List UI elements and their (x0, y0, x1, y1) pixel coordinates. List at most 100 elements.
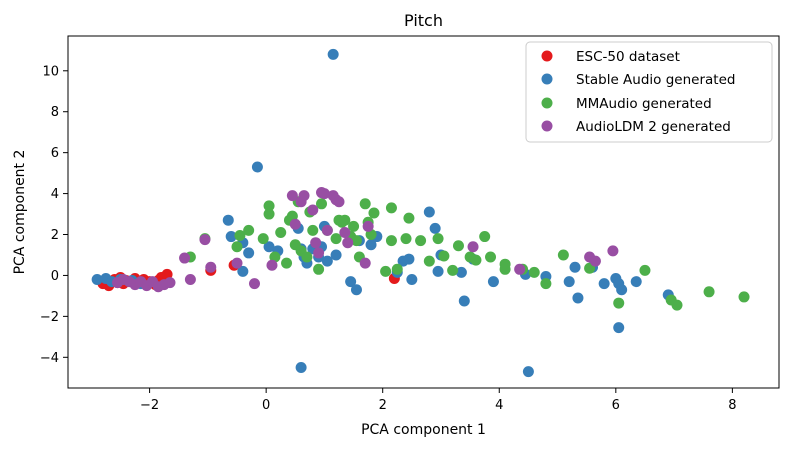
point-mmaudio-generated-61 (738, 291, 750, 303)
x-tick-label: 6 (612, 398, 620, 413)
point-mmaudio-generated-40 (423, 255, 435, 267)
point-mmaudio-generated-52 (528, 266, 540, 278)
y-tick-label: 10 (42, 64, 59, 79)
point-mmaudio-generated-41 (432, 233, 444, 245)
point-audioldm-2-generated-18 (289, 218, 301, 230)
point-mmaudio-generated-48 (485, 251, 497, 263)
y-tick-label: 8 (51, 105, 59, 120)
point-audioldm-2-generated-31 (342, 237, 354, 249)
point-mmaudio-generated-29 (359, 198, 371, 210)
point-stable-audio-generated-19 (345, 276, 357, 288)
point-stable-audio-generated-22 (365, 239, 377, 251)
point-audioldm-2-generated-30 (339, 226, 351, 238)
point-stable-audio-generated-40 (569, 261, 581, 273)
point-audioldm-2-generated-14 (231, 257, 243, 269)
point-mmaudio-generated-57 (639, 264, 651, 276)
point-mmaudio-generated-4 (243, 224, 255, 236)
point-mmaudio-generated-56 (613, 297, 625, 309)
legend-label-audioldm2: AudioLDM 2 generated (576, 119, 731, 135)
point-stable-audio-generated-1 (251, 161, 263, 173)
point-stable-audio-generated-39 (563, 276, 575, 288)
point-stable-audio-generated-35 (487, 276, 499, 288)
point-audioldm-2-generated-34 (467, 241, 479, 253)
point-audioldm-2-generated-32 (359, 257, 371, 269)
x-tick-label: 0 (262, 398, 270, 413)
point-mmaudio-generated-7 (263, 200, 275, 212)
legend-marker-audioldm2 (541, 120, 553, 132)
point-mmaudio-generated-60 (703, 286, 715, 298)
point-audioldm-2-generated-10 (179, 252, 191, 264)
point-mmaudio-generated-50 (499, 263, 511, 275)
legend-box (525, 41, 773, 143)
legend: ESC-50 dataset Stable Audio generated MM… (525, 41, 773, 143)
point-mmaudio-generated-39 (415, 235, 427, 247)
point-mmaudio-generated-35 (385, 202, 397, 214)
x-tick-label: 2 (379, 398, 387, 413)
point-stable-audio-generated-20 (350, 284, 362, 296)
point-mmaudio-generated-10 (281, 257, 293, 269)
point-mmaudio-generated-5 (257, 233, 269, 245)
point-stable-audio-generated-7 (263, 241, 275, 253)
legend-marker-esc50 (541, 50, 553, 62)
point-audioldm-2-generated-21 (307, 204, 319, 216)
point-audioldm-2-generated-25 (318, 188, 330, 200)
point-mmaudio-generated-62 (339, 214, 351, 226)
point-mmaudio-generated-47 (479, 231, 491, 243)
points-layer (91, 48, 750, 378)
legend-marker-mmaudio (541, 97, 553, 109)
point-mmaudio-generated-26 (348, 220, 360, 232)
point-mmaudio-generated-9 (275, 226, 287, 238)
point-stable-audio-generated-6 (237, 265, 249, 277)
y-tick-label: 6 (51, 146, 59, 161)
point-mmaudio-generated-32 (368, 207, 380, 219)
chart-title: Pitch (404, 11, 443, 30)
point-stable-audio-generated-33 (458, 295, 470, 307)
point-stable-audio-generated-17 (321, 255, 333, 267)
x-tick-label: 8 (728, 398, 736, 413)
point-mmaudio-generated-3 (234, 230, 246, 242)
point-stable-audio-generated-32 (455, 266, 467, 278)
point-audioldm-2-generated-33 (362, 220, 374, 232)
point-stable-audio-generated-47 (616, 284, 628, 296)
y-tick-label: −4 (40, 351, 59, 366)
point-mmaudio-generated-43 (447, 264, 459, 276)
y-tick-label: 2 (51, 228, 59, 243)
point-stable-audio-generated-5 (243, 247, 255, 259)
point-mmaudio-generated-54 (557, 249, 569, 261)
point-audioldm-2-generated-17 (286, 190, 298, 202)
point-stable-audio-generated-43 (598, 278, 610, 290)
point-stable-audio-generated-28 (423, 206, 435, 218)
point-audioldm-2-generated-16 (266, 259, 278, 271)
point-audioldm-2-generated-37 (589, 255, 601, 267)
point-mmaudio-generated-37 (400, 233, 412, 245)
point-audioldm-2-generated-29 (333, 196, 345, 208)
point-audioldm-2-generated-11 (184, 274, 196, 286)
point-mmaudio-generated-36 (391, 263, 403, 275)
point-audioldm-2-generated-13 (205, 261, 217, 273)
point-mmaudio-generated-20 (316, 198, 328, 210)
plot-frame (67, 35, 780, 389)
point-stable-audio-generated-29 (429, 222, 441, 234)
legend-label-stable-audio: Stable Audio generated (576, 72, 735, 88)
point-mmaudio-generated-59 (671, 299, 683, 311)
y-tick-label: 4 (51, 187, 59, 202)
legend-marker-stable-audio (541, 73, 553, 85)
point-stable-audio-generated-51 (91, 274, 103, 286)
point-mmaudio-generated-2 (231, 241, 243, 253)
point-stable-audio-generated-41 (572, 292, 584, 304)
point-audioldm-2-generated-9 (164, 277, 176, 289)
point-stable-audio-generated-2 (222, 214, 234, 226)
x-tick-label: 4 (495, 398, 503, 413)
y-tick-label: 0 (51, 269, 59, 284)
point-audioldm-2-generated-20 (298, 190, 310, 202)
x-axis: −2 0 2 4 6 8 (140, 388, 737, 413)
point-stable-audio-generated-37 (522, 366, 534, 378)
point-mmaudio-generated-6 (263, 208, 275, 220)
legend-label-mmaudio: MMAudio generated (576, 96, 712, 112)
point-audioldm-2-generated-22 (310, 237, 322, 249)
legend-label-esc50: ESC-50 dataset (576, 49, 680, 65)
point-stable-audio-generated-27 (406, 274, 418, 286)
point-mmaudio-generated-18 (307, 224, 319, 236)
point-mmaudio-generated-16 (301, 251, 313, 263)
